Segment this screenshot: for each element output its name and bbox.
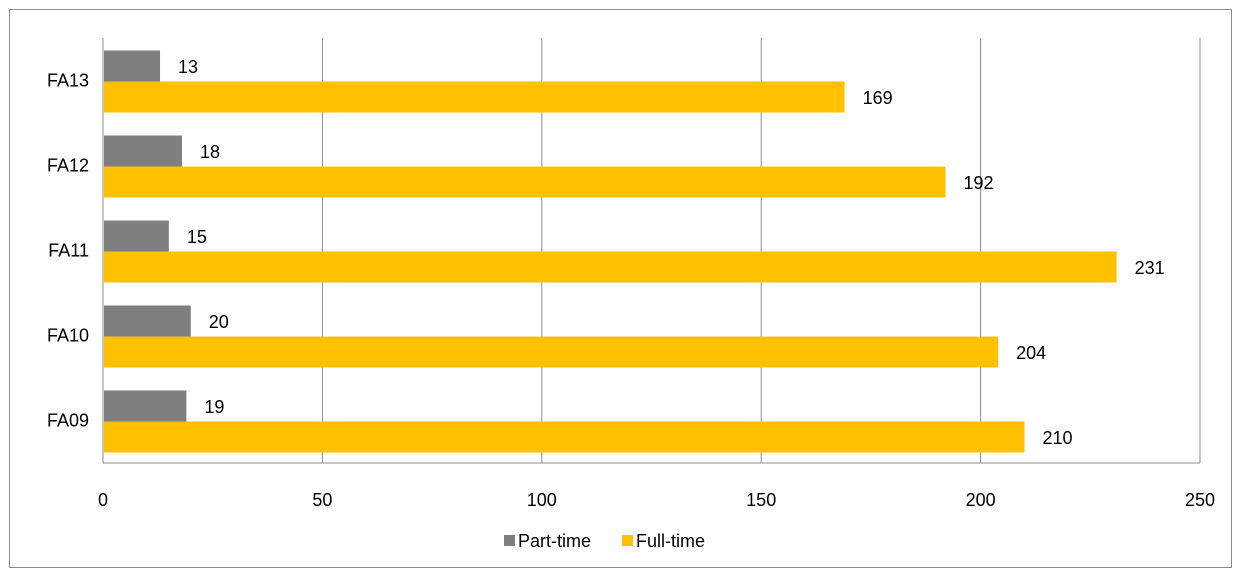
bar-full-time bbox=[104, 421, 1025, 453]
category-label: FA10 bbox=[47, 326, 89, 346]
data-label: 18 bbox=[200, 142, 220, 162]
legend-swatch bbox=[504, 535, 515, 546]
bar-part-time bbox=[104, 50, 161, 82]
category-label: FA11 bbox=[48, 241, 89, 261]
data-label: 192 bbox=[963, 173, 993, 193]
bar-full-time bbox=[104, 336, 999, 368]
x-tick-label: 150 bbox=[746, 490, 776, 510]
bar-full-time bbox=[104, 251, 1117, 283]
legend: Part-time Full-time bbox=[504, 531, 705, 551]
legend-label: Part-time bbox=[518, 531, 591, 551]
bar-part-time bbox=[104, 220, 169, 252]
x-tick-label: 200 bbox=[966, 490, 996, 510]
bar-part-time bbox=[104, 390, 187, 422]
bar-full-time bbox=[104, 166, 946, 198]
bar-part-time bbox=[104, 135, 182, 167]
axes: 0 50 100 150 200 250 FA13 FA12 FA11 FA10 FA09 bbox=[47, 38, 1215, 510]
x-tick-label: 0 bbox=[98, 490, 108, 510]
category-label: FA13 bbox=[47, 71, 89, 91]
x-tick-label: 250 bbox=[1185, 490, 1215, 510]
category-label: FA09 bbox=[47, 411, 89, 431]
legend-swatch bbox=[622, 535, 633, 546]
data-label: 231 bbox=[1135, 258, 1165, 278]
bars: 13 169 18 192 15 231 20 204 19 210 bbox=[104, 50, 1165, 453]
x-tick-label: 50 bbox=[312, 490, 332, 510]
data-label: 169 bbox=[863, 88, 893, 108]
x-tick-label: 100 bbox=[527, 490, 557, 510]
data-label: 204 bbox=[1016, 343, 1046, 363]
legend-label: Full-time bbox=[636, 531, 705, 551]
data-label: 19 bbox=[204, 397, 224, 417]
category-label: FA12 bbox=[47, 156, 89, 176]
bar-part-time bbox=[104, 305, 191, 337]
data-label: 13 bbox=[178, 57, 198, 77]
bar-full-time bbox=[104, 81, 845, 113]
data-label: 20 bbox=[209, 312, 229, 332]
data-label: 15 bbox=[187, 227, 207, 247]
data-label: 210 bbox=[1042, 428, 1072, 448]
